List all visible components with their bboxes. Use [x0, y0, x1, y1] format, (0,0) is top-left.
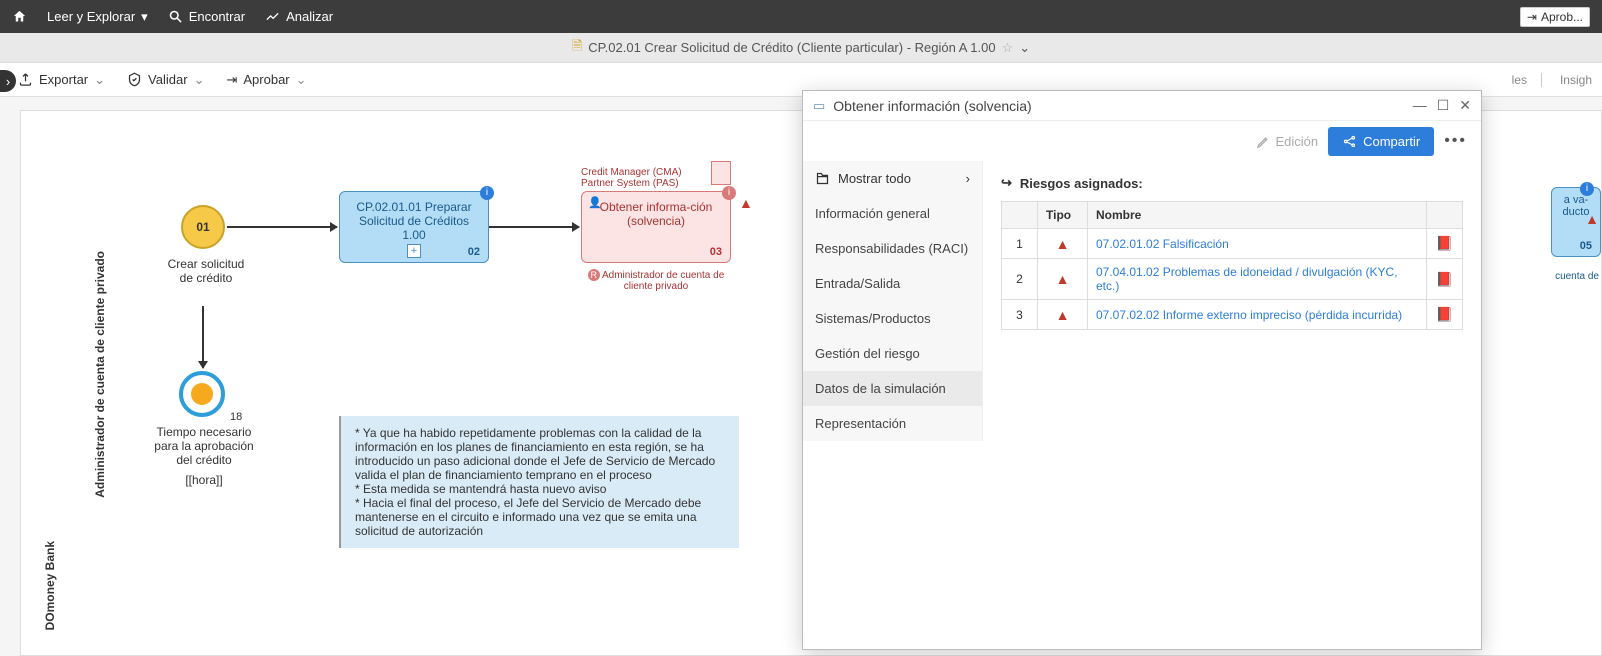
row-type: ▲ [1038, 259, 1088, 300]
panel-header: ▭ Obtener información (solvencia) — ☐ ✕ [803, 91, 1481, 121]
row-num: 3 [1002, 300, 1038, 330]
row-num: 2 [1002, 259, 1038, 300]
chevron-down-icon: ▾ [141, 9, 148, 25]
row-type: ▲ [1038, 229, 1088, 259]
validate-button[interactable]: Validar⌄ [127, 72, 204, 88]
more-actions-button[interactable]: ••• [1444, 132, 1467, 150]
warning-icon: ▲ [1056, 236, 1070, 252]
col-tipo: Tipo [1038, 202, 1088, 229]
book-icon: 📕 [1436, 271, 1453, 287]
book-icon: 📕 [1436, 306, 1453, 322]
edit-button[interactable]: Edición [1256, 134, 1318, 149]
bpmn-timer-num: 18 [230, 411, 242, 423]
bpmn-task2-roles: Credit Manager (CMA) Partner System (PAS… [581, 167, 682, 189]
warning-icon: ▲ [1056, 271, 1070, 287]
bpmn-start-event[interactable]: 01 [181, 205, 225, 249]
role-icon: R [588, 269, 600, 281]
tab-insight[interactable]: Insigh [1560, 73, 1592, 87]
flow-arrow [489, 226, 579, 228]
find-button[interactable]: Encontrar [168, 9, 245, 24]
info-icon[interactable]: i [722, 186, 736, 200]
col-nombre: Nombre [1088, 202, 1427, 229]
info-panel: ▭ Obtener información (solvencia) — ☐ ✕ … [802, 90, 1482, 650]
export-icon: ⇥ [1527, 10, 1537, 24]
user-icon: 👤 [588, 196, 602, 209]
risk-link[interactable]: 07.02.01.02 Falsificación [1096, 237, 1229, 251]
book-icon: 📕 [1436, 235, 1453, 251]
warning-icon: ▲ [1056, 307, 1070, 323]
risk-link[interactable]: 07.04.01.02 Problemas de idoneidad / div… [1096, 265, 1398, 293]
chevron-right-icon: › [966, 171, 970, 186]
bpmn-task-obtain-info[interactable]: 👤 i Obtener informa-ción (solvencia) 03 [581, 191, 731, 263]
title-dropdown-icon[interactable]: ⌄ [1019, 40, 1030, 56]
process-icon: 🗎 [572, 37, 582, 59]
row-name: 07.04.01.02 Problemas de idoneidad / div… [1088, 259, 1427, 300]
nav-show-all[interactable]: Mostrar todo › [803, 161, 982, 196]
favorite-star-icon[interactable]: ☆ [1002, 40, 1014, 56]
tab-les[interactable]: les [1512, 73, 1542, 87]
bpmn-task2-performer: R Administrador de cuenta de cliente pri… [581, 269, 731, 292]
info-icon[interactable]: i [480, 186, 494, 200]
row-name: 07.02.01.02 Falsificación [1088, 229, 1427, 259]
read-explore-menu[interactable]: Leer y Explorar▾ [47, 9, 148, 25]
analyze-button[interactable]: Analizar [265, 9, 333, 24]
titlebar: 🗎 CP.02.01 Crear Solicitud de Crédito (C… [0, 33, 1602, 63]
bpmn-task-clipped-below: cuenta de [1555, 271, 1599, 282]
table-row[interactable]: 2 ▲ 07.04.01.02 Problemas de idoneidad / d… [1002, 259, 1463, 300]
table-row[interactable]: 3 ▲ 07.07.02.02 Informe externo impreciso … [1002, 300, 1463, 330]
flow-arrow [202, 306, 204, 368]
risk-link[interactable]: 07.07.02.02 Informe externo impreciso (p… [1096, 308, 1402, 322]
row-name: 07.07.02.02 Informe externo impreciso (p… [1088, 300, 1427, 330]
info-icon[interactable]: i [1580, 182, 1594, 196]
row-book[interactable]: 📕 [1427, 259, 1463, 300]
table-row[interactable]: 1 ▲ 07.02.01.02 Falsificación 📕 [1002, 229, 1463, 259]
chevron-down-icon: ⌄ [194, 72, 205, 88]
nav-general[interactable]: Información general [803, 196, 982, 231]
bpmn-annotation: * Ya que ha habido repetidamente problem… [339, 416, 739, 548]
page-title: CP.02.01 Crear Solicitud de Crédito (Cli… [588, 40, 995, 55]
document-icon [711, 161, 731, 185]
bpmn-timer-label: Tiempo necesario para la aprobación del … [149, 425, 259, 487]
bpmn-start-label: Crear solicitud de crédito [161, 257, 251, 285]
nav-repr[interactable]: Representación [803, 406, 982, 441]
nav-raci[interactable]: Responsabilidades (RACI) [803, 231, 982, 266]
chevron-down-icon: ⌄ [296, 72, 307, 88]
panel-toolbar: Edición Compartir ••• [803, 121, 1481, 161]
export-icon: ⇥ [226, 72, 237, 88]
home-button[interactable] [12, 9, 27, 24]
risk-table: Tipo Nombre 1 ▲ 07.02.01.02 Falsificación 📕… [1001, 201, 1463, 330]
nav-systems[interactable]: Sistemas/Productos [803, 301, 982, 336]
flow-arrow [227, 226, 337, 228]
warning-icon: ▲ [739, 195, 753, 211]
topbar: Leer y Explorar▾ Encontrar Analizar ⇥Apr… [0, 0, 1602, 33]
approve-top-button[interactable]: ⇥Aprob... [1520, 7, 1590, 27]
maximize-button[interactable]: ☐ [1437, 97, 1450, 114]
swimlane-lane-label: Administrador de cuenta de cliente priva… [93, 251, 107, 498]
close-button[interactable]: ✕ [1459, 97, 1471, 114]
share-button[interactable]: Compartir [1328, 127, 1434, 156]
link-icon: ↪ [1001, 175, 1012, 191]
expand-subprocess-icon[interactable]: + [407, 244, 421, 258]
row-type: ▲ [1038, 300, 1088, 330]
risks-heading: ↪ Riesgos asignados: [1001, 175, 1463, 191]
export-button[interactable]: Exportar⌄ [18, 72, 105, 88]
row-book[interactable]: 📕 [1427, 229, 1463, 259]
warning-icon: ▲ [1585, 211, 1599, 227]
bpmn-timer-event[interactable] [179, 371, 225, 417]
swimlane-pool-label: DOmoney Bank [43, 541, 57, 630]
panel-content: ↪ Riesgos asignados: Tipo Nombre 1 ▲ 07.02… [983, 161, 1481, 441]
chevron-down-icon: ⌄ [94, 72, 105, 88]
row-num: 1 [1002, 229, 1038, 259]
nav-io[interactable]: Entrada/Salida [803, 266, 982, 301]
bpmn-task-prepare[interactable]: i CP.02.01.01 Preparar Solicitud de Créd… [339, 191, 489, 263]
nav-sim[interactable]: Datos de la simulación [803, 371, 982, 406]
row-book[interactable]: 📕 [1427, 300, 1463, 330]
panel-nav: Mostrar todo › Información general Respo… [803, 161, 983, 441]
toolbar-right-tabs: les Insigh [1512, 73, 1592, 87]
panel-title: Obtener información (solvencia) [833, 98, 1404, 114]
minimize-button[interactable]: — [1413, 97, 1427, 114]
nav-risk[interactable]: Gestión del riesgo [803, 336, 982, 371]
task-icon: ▭ [813, 98, 825, 114]
approve-button[interactable]: ⇥ Aprobar⌄ [226, 72, 306, 88]
